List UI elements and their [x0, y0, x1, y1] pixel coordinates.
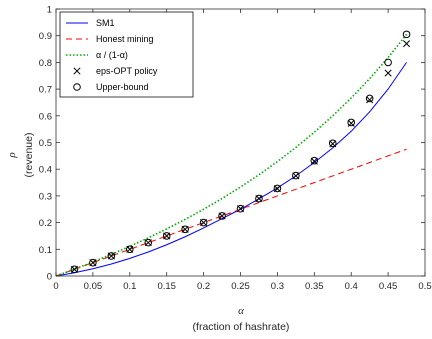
- legend: SM1 Honest mining α / (1-α) eps-OPT policy U…: [59, 11, 194, 98]
- x-tick-label: 0: [53, 281, 58, 292]
- x-tick-label: 0.3: [271, 281, 284, 292]
- series-line-sm1: [55, 62, 407, 277]
- marker-eps-opt-policy: [402, 40, 411, 48]
- marker-upper-bound: [181, 225, 189, 234]
- x-tick-label: 0.45: [379, 281, 398, 292]
- legend-label-eps-opt-policy: eps-OPT policy: [96, 66, 158, 76]
- plot-area: [55, 30, 411, 277]
- x-axis-sublabel: (fraction of hashrate): [193, 321, 290, 333]
- marker-upper-bound: [402, 30, 411, 39]
- marker-upper-bound: [89, 258, 97, 267]
- marker-upper-bound: [384, 58, 392, 67]
- x-tick-label: 0.2: [197, 281, 210, 292]
- x-tick-label: 0.5: [418, 281, 431, 292]
- y-axis-label: ρ: [6, 152, 18, 158]
- x-tick-label: 0.35: [305, 281, 324, 292]
- marker-upper-bound: [292, 171, 300, 180]
- marker-upper-bound: [328, 139, 337, 148]
- x-axis-label: α: [238, 305, 244, 317]
- marker-upper-bound: [144, 238, 153, 247]
- marker-upper-bound: [126, 245, 134, 254]
- y-tick-label: 0.1: [39, 245, 52, 256]
- series-line-1: [55, 33, 408, 277]
- y-axis-sublabel: (revenue): [23, 133, 35, 178]
- x-tick-label: 0.1: [123, 281, 136, 292]
- y-tick-label: 0.5: [39, 138, 52, 149]
- marker-upper-bound: [347, 118, 356, 127]
- marker-upper-bound: [365, 94, 374, 103]
- y-tick-label: 0: [47, 272, 52, 283]
- legend-label-1: α / (1-α): [96, 50, 128, 60]
- x-tick-label: 0.4: [345, 281, 358, 292]
- y-tick-label: 0.7: [39, 85, 52, 96]
- axes: [55, 8, 426, 277]
- y-tick-label: 0.6: [39, 111, 52, 122]
- x-tick-label: 0.25: [231, 281, 250, 292]
- y-tick-label: 0.2: [39, 218, 52, 229]
- legend-label-honest-mining: Honest mining: [96, 34, 154, 44]
- marker-upper-bound: [310, 156, 319, 165]
- legend-swatch-upper-bound: [73, 83, 81, 91]
- legend-label-sm1: SM1: [96, 18, 115, 28]
- marker-upper-bound: [107, 252, 116, 260]
- marker-eps-opt-policy: [384, 69, 392, 77]
- marker-upper-bound: [218, 212, 226, 220]
- tick-labels: 0 0.05 0.1 0.15 0.2 0.25 0.3 0.35 0.4 0.45 0.5 0 0.1…: [39, 5, 432, 293]
- marker-eps-opt-policy: [366, 96, 374, 104]
- marker-upper-bound: [162, 232, 171, 240]
- legend-label-upper-bound: Upper-bound: [96, 82, 149, 92]
- y-tick-label: 0.8: [39, 58, 52, 69]
- y-tick-label: 0.4: [39, 165, 52, 176]
- marker-upper-bound: [70, 265, 79, 274]
- y-tick-label: 1: [47, 5, 52, 16]
- marker-upper-bound: [199, 218, 208, 227]
- marker-upper-bound: [236, 204, 245, 213]
- x-tick-label: 0.15: [157, 281, 176, 292]
- y-tick-label: 0.3: [39, 191, 52, 202]
- legend-box: [59, 11, 194, 98]
- x-tick-label: 0.05: [84, 281, 103, 292]
- marker-upper-bound: [273, 184, 282, 193]
- legend-swatch-eps-opt-policy: [73, 67, 81, 75]
- marker-upper-bound: [255, 194, 263, 203]
- y-tick-label: 0.9: [39, 31, 52, 42]
